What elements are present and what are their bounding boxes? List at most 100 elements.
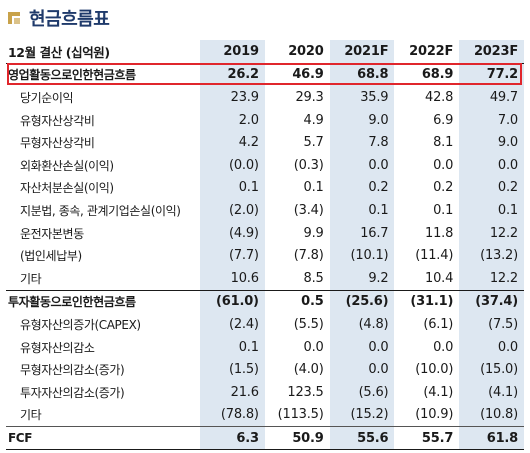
table-cell: (11.4) — [394, 244, 459, 267]
table-cell: 29.3 — [265, 86, 330, 109]
table-bottom-rule — [6, 449, 524, 450]
table-cell: (6.1) — [394, 313, 459, 336]
table-row: 무형자산상각비 4.2 5.7 7.8 8.1 9.0 — [6, 131, 524, 154]
table-row: 당기순이익 23.9 29.3 35.9 42.8 49.7 — [6, 86, 524, 109]
table-cell: 4.9 — [265, 109, 330, 132]
table-cell: (13.2) — [459, 244, 524, 267]
table-cell: 49.7 — [459, 86, 524, 109]
table-cell: 4.2 — [200, 131, 265, 154]
table-cell: (78.8) — [200, 404, 265, 427]
table-cell: 0.0 — [330, 358, 395, 381]
table-cell: (25.6) — [330, 290, 395, 313]
table-cell: 0.0 — [459, 336, 524, 359]
cash-flow-table: 12월 결산 (십억원) 2019 2020 2021F 2022F 2023F… — [6, 40, 524, 450]
table-cell: 12.2 — [459, 267, 524, 290]
table-cell: (7.8) — [265, 244, 330, 267]
table-cell: 7.0 — [459, 109, 524, 132]
table-cell: 0.2 — [330, 177, 395, 200]
table-row: 투자자산의감소(증가) 21.6 123.5 (5.6) (4.1) (4.1) — [6, 381, 524, 404]
table-cell: 26.2 — [200, 63, 265, 86]
page-header: 현금흐름표 — [6, 4, 109, 32]
table-cell: 42.8 — [394, 86, 459, 109]
table-cell: 16.7 — [330, 222, 395, 245]
table-cell: 8.1 — [394, 131, 459, 154]
table-cell: 61.8 — [459, 427, 524, 450]
table-row: 외화환산손실(이익) (0.0) (0.3) 0.0 0.0 0.0 — [6, 154, 524, 177]
table-cell: (37.4) — [459, 290, 524, 313]
table-cell: 0.1 — [394, 199, 459, 222]
table-cell: 46.9 — [265, 63, 330, 86]
table-cell: (1.5) — [200, 358, 265, 381]
table-cell: 0.1 — [459, 199, 524, 222]
table-cell: 68.9 — [394, 63, 459, 86]
table-cell: (61.0) — [200, 290, 265, 313]
table-cell: 9.0 — [330, 109, 395, 132]
table-cell: (7.5) — [459, 313, 524, 336]
table-cell: 23.9 — [200, 86, 265, 109]
row-label: 자산처분손실(이익) — [6, 177, 200, 200]
page-title: 현금흐름표 — [29, 5, 109, 31]
table-cell: (113.5) — [265, 404, 330, 427]
table-cell: (0.0) — [200, 154, 265, 177]
table-cell: 0.0 — [330, 336, 395, 359]
table-row: 기타 10.6 8.5 9.2 10.4 12.2 — [6, 267, 524, 290]
row-label: 당기순이익 — [6, 86, 200, 109]
table-cell: 6.3 — [200, 427, 265, 450]
brand-logo-icon — [6, 10, 22, 26]
row-label: 유형자산상각비 — [6, 109, 200, 132]
row-label: 유형자산의증가(CAPEX) — [6, 313, 200, 336]
table-cell: 68.8 — [330, 63, 395, 86]
table-cell: 0.1 — [330, 199, 395, 222]
row-label: (법인세납부) — [6, 244, 200, 267]
table-cell: 0.2 — [394, 177, 459, 200]
table-cell: (7.7) — [200, 244, 265, 267]
row-label: 외화환산손실(이익) — [6, 154, 200, 177]
table-cell: (15.0) — [459, 358, 524, 381]
table-cell: (4.8) — [330, 313, 395, 336]
row-label: 무형자산상각비 — [6, 131, 200, 154]
table-cell: 0.0 — [394, 154, 459, 177]
row-label: 운전자본변동 — [6, 222, 200, 245]
table-cell: 0.2 — [459, 177, 524, 200]
table-cell: 55.6 — [330, 427, 395, 450]
table-cell: 12.2 — [459, 222, 524, 245]
table-row: 유형자산상각비 2.0 4.9 9.0 6.9 7.0 — [6, 109, 524, 132]
table-cell: (0.3) — [265, 154, 330, 177]
table-cell: 21.6 — [200, 381, 265, 404]
table-row: 자산처분손실(이익) 0.1 0.1 0.2 0.2 0.2 — [6, 177, 524, 200]
table-cell: 5.7 — [265, 131, 330, 154]
table-cell: 50.9 — [265, 427, 330, 450]
table-cell: (4.1) — [394, 381, 459, 404]
table-cell: (10.8) — [459, 404, 524, 427]
table-cell: 0.5 — [265, 290, 330, 313]
table-cell: (2.0) — [200, 199, 265, 222]
year-header: 2023F — [459, 40, 524, 63]
table-row: 기타 (78.8) (113.5) (15.2) (10.9) (10.8) — [6, 404, 524, 427]
table-cell: 77.2 — [459, 63, 524, 86]
table-cell: 9.9 — [265, 222, 330, 245]
table-cell: 7.8 — [330, 131, 395, 154]
table-cell: 0.1 — [200, 336, 265, 359]
table-cell: 10.6 — [200, 267, 265, 290]
table-cell: (3.4) — [265, 199, 330, 222]
row-label: 무형자산의감소(증가) — [6, 358, 200, 381]
table-cell: 10.4 — [394, 267, 459, 290]
row-label: 기타 — [6, 267, 200, 290]
table-row-investing-cash-flow: 투자활동으로인한현금흐름 (61.0) 0.5 (25.6) (31.1) (3… — [6, 290, 524, 313]
table-cell: (4.1) — [459, 381, 524, 404]
unit-label: 12월 결산 (십억원) — [6, 40, 200, 63]
table-cell: 0.1 — [200, 177, 265, 200]
table-cell: 9.2 — [330, 267, 395, 290]
table-row: 지분법, 종속, 관계기업손실(이익) (2.0) (3.4) 0.1 0.1 … — [6, 199, 524, 222]
table-cell: 0.0 — [330, 154, 395, 177]
year-header: 2021F — [330, 40, 395, 63]
table-cell: (10.9) — [394, 404, 459, 427]
row-label: 유형자산의감소 — [6, 336, 200, 359]
table-cell: 0.0 — [394, 336, 459, 359]
table-cell: 0.1 — [265, 177, 330, 200]
row-label: 영업활동으로인한현금흐름 — [6, 63, 200, 86]
table-row-operating-cash-flow: 영업활동으로인한현금흐름 26.2 46.9 68.8 68.9 77.2 — [6, 63, 524, 86]
table-cell: 123.5 — [265, 381, 330, 404]
table-cell: 55.7 — [394, 427, 459, 450]
table-cell: 8.5 — [265, 267, 330, 290]
